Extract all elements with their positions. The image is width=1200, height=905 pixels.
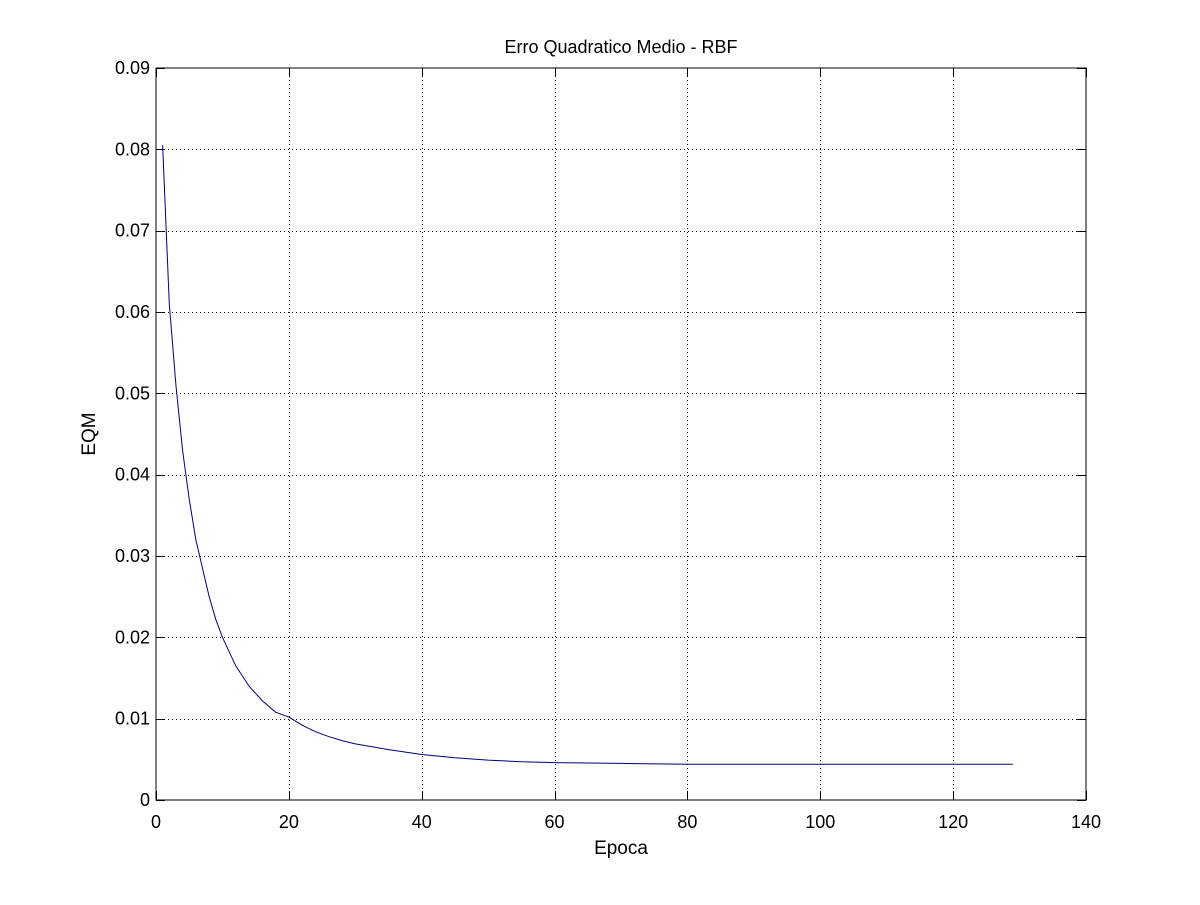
y-tick-label: 0.09: [115, 58, 150, 78]
y-tick-label: 0.05: [115, 383, 150, 403]
series-layer: [162, 145, 1013, 765]
x-tick-label: 20: [279, 812, 299, 832]
y-axis-label: EQM: [79, 412, 100, 455]
x-tick-label: 0: [151, 812, 161, 832]
plot-border: [155, 67, 1087, 801]
x-tick-label: 120: [938, 812, 968, 832]
chart-title: Erro Quadratico Medio - RBF: [504, 37, 737, 57]
y-tick-label: 0.01: [115, 709, 150, 729]
y-tick-label: 0.08: [115, 139, 150, 159]
x-axis-label: Epoca: [594, 838, 648, 859]
plot-area: [155, 67, 1087, 801]
x-tick-label: 80: [677, 812, 697, 832]
y-tick-label: 0.02: [115, 627, 150, 647]
x-tick-label: 100: [805, 812, 835, 832]
y-tick-label: 0.03: [115, 546, 150, 566]
x-tick-label: 60: [545, 812, 565, 832]
y-tick-label: 0: [140, 790, 150, 810]
y-tick-label: 0.04: [115, 465, 150, 485]
series-line-0: [162, 145, 1013, 765]
x-tick-label: 40: [412, 812, 432, 832]
x-tick-labels: 0 20 40 60 80 100 120 140: [151, 812, 1101, 832]
x-tick-label: 140: [1071, 812, 1101, 832]
y-tick-label: 0.07: [115, 221, 150, 241]
grid-lines: [156, 68, 1086, 800]
y-tick-labels: 0 0.01 0.02 0.03 0.04 0.05 0.06 0.07 0.08 0.09: [115, 58, 150, 810]
y-tick-label: 0.06: [115, 302, 150, 322]
